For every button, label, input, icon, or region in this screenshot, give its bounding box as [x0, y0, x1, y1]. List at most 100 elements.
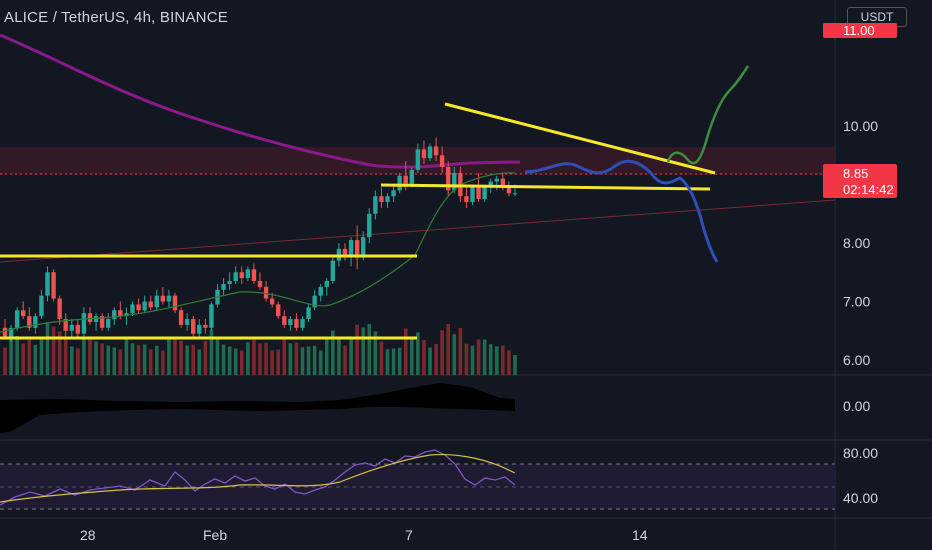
time-tick-label: Feb	[203, 527, 227, 543]
candle-body	[282, 316, 287, 325]
projection-green-path[interactable]	[666, 65, 750, 165]
volume-bar	[69, 346, 74, 375]
volume-bar	[63, 339, 68, 375]
candle-body	[136, 304, 141, 311]
candle-body	[464, 196, 469, 203]
top-price-tag	[823, 23, 897, 38]
volume-bar	[130, 343, 135, 375]
candle-body	[142, 301, 147, 311]
volume-bar	[94, 341, 98, 375]
candle-body	[33, 316, 38, 328]
candle-body	[330, 260, 336, 282]
candle-body	[160, 295, 166, 302]
volume-bar	[300, 347, 305, 375]
candle-body	[403, 175, 408, 185]
volume-bar	[428, 347, 432, 375]
volume-bar	[106, 345, 111, 375]
candle-body	[154, 295, 159, 308]
rsi-tick-label: 80.00	[843, 445, 878, 461]
triangle-top-line[interactable]	[444, 102, 716, 175]
triangle-bottom-line[interactable]	[380, 183, 711, 191]
price-axis[interactable]: 10.009.008.007.006.00	[843, 118, 878, 368]
volume-bar	[294, 342, 299, 375]
candle-body	[57, 298, 62, 320]
candle-body	[288, 319, 293, 325]
volume-bar	[318, 350, 323, 375]
candle-body	[433, 146, 439, 156]
price-tick-label: 7.00	[843, 294, 870, 310]
volume-bar	[252, 338, 256, 375]
candle-body	[446, 166, 451, 191]
projection-blue-path[interactable]	[524, 159, 719, 263]
candle-body	[312, 295, 317, 308]
volume-bar	[331, 330, 335, 375]
volume-bar	[173, 338, 177, 375]
volume-bar	[391, 348, 396, 375]
volume-bar	[494, 346, 499, 375]
volume-bar	[337, 338, 341, 375]
price-tick-label: 10.00	[843, 118, 878, 134]
volume-bar	[379, 341, 384, 375]
candle-body	[209, 304, 214, 328]
volume-bar	[476, 339, 481, 375]
candle-body	[166, 295, 172, 302]
ma-green-line	[0, 172, 516, 333]
candle-body	[276, 304, 281, 317]
candle-body	[306, 307, 311, 320]
volume-bar	[124, 338, 129, 375]
time-axis[interactable]: 28 Feb 7 14	[80, 527, 648, 543]
candle-body	[69, 324, 74, 331]
rsi-axis: 80.00 40.00	[843, 445, 878, 506]
volume-bar	[33, 344, 38, 375]
volume-bar	[361, 327, 366, 375]
volume-bar	[27, 340, 32, 375]
candle-body	[342, 248, 348, 255]
price-tick-label: 8.00	[843, 235, 870, 251]
candle-body	[421, 149, 427, 159]
candle-body	[87, 313, 93, 322]
candle-body	[269, 298, 275, 305]
candle-body	[257, 281, 263, 287]
candle-body	[21, 310, 26, 317]
volume-bar	[324, 339, 329, 375]
candle-body	[118, 310, 123, 317]
candle-body	[184, 319, 190, 325]
volume-bar	[51, 326, 56, 375]
candle-body	[294, 319, 299, 328]
macd-axis: 0.00	[843, 398, 870, 414]
volume-bar	[57, 331, 62, 375]
candle-body	[148, 301, 153, 308]
volume-bar	[209, 329, 214, 375]
chart-title: ALICE / TetherUS, 4h, BINANCE	[4, 9, 228, 26]
candle-body	[2, 327, 8, 337]
volume-bar	[15, 336, 19, 375]
candle-body	[373, 196, 378, 214]
volume-bar	[464, 343, 469, 375]
candle-body	[27, 316, 32, 328]
candle-body	[391, 190, 396, 197]
candle-body	[251, 269, 257, 282]
candle-body	[397, 175, 402, 191]
volume-bar	[82, 339, 86, 375]
candle-body	[112, 310, 117, 320]
candle-body	[130, 304, 135, 314]
volume-bar	[306, 346, 311, 375]
candle-body	[506, 187, 512, 194]
candle-body	[239, 272, 244, 279]
candle-body	[106, 319, 111, 328]
volume-bar	[227, 346, 232, 375]
volume-bar	[9, 339, 13, 375]
candle-body	[203, 324, 208, 328]
volume-bar	[416, 332, 420, 375]
long-trend-line	[0, 199, 836, 263]
candle-body	[263, 286, 269, 299]
volume-bar	[458, 328, 463, 375]
candle-body	[81, 313, 87, 334]
candle-body	[172, 295, 178, 311]
volume-bar	[288, 343, 293, 375]
rsi-signal-line	[0, 453, 516, 503]
volume-bar	[482, 339, 487, 375]
top-price-tag-label: 11.00	[843, 23, 875, 38]
candle-body	[348, 240, 354, 255]
